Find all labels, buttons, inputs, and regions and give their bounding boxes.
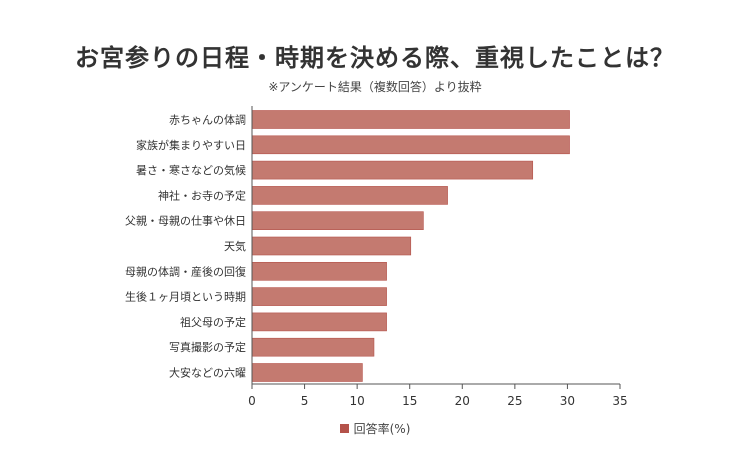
x-tick-label-2: 10 <box>350 394 365 408</box>
axes: 0 5 10 15 20 25 30 35 <box>248 106 628 408</box>
category-label-8: 祖父母の予定 <box>180 315 246 329</box>
x-tick-label-0: 0 <box>248 394 256 408</box>
legend-label: 回答率(%) <box>353 422 411 436</box>
category-label-10: 大安などの六曜 <box>169 366 246 380</box>
bar-6 <box>251 261 387 281</box>
category-label-6: 母親の体調・産後の回復 <box>125 264 246 278</box>
bar-9 <box>251 337 375 357</box>
x-tick-label-1: 5 <box>301 394 309 408</box>
category-label-4: 父親・母親の仕事や休日 <box>125 215 246 228</box>
bar-7 <box>251 287 387 306</box>
category-label-3: 神社・お寺の予定 <box>158 188 246 202</box>
bar-8 <box>251 312 387 332</box>
x-tick-label-5: 25 <box>507 394 522 408</box>
legend: 回答率(%) <box>0 420 750 437</box>
category-label-1: 家族が集まりやすい日 <box>136 138 246 152</box>
category-label-9: 写真撮影の予定 <box>169 340 246 354</box>
bars-group <box>251 110 570 382</box>
legend-swatch <box>339 424 349 433</box>
x-tick-label-3: 15 <box>402 394 417 408</box>
category-label-7: 生後１ヶ月頃という時期 <box>125 290 246 304</box>
bar-5 <box>251 236 412 256</box>
category-labels: 赤ちゃんの体調家族が集まりやすい日暑さ・寒さなどの気候神社・お寺の予定父親・母親… <box>125 113 246 380</box>
bar-3 <box>251 186 448 205</box>
chart-subtitle: ※アンケート結果（複数回答）より抜粋 <box>268 80 482 94</box>
bar-1 <box>251 135 570 155</box>
bar-10 <box>251 363 363 382</box>
x-tick-label-4: 20 <box>455 394 470 408</box>
bar-2 <box>251 160 534 180</box>
bar-0 <box>251 110 570 129</box>
category-label-5: 天気 <box>224 239 246 253</box>
category-label-0: 赤ちゃんの体調 <box>169 113 246 127</box>
category-label-2: 暑さ・寒さなどの気候 <box>136 163 246 177</box>
x-tick-label-7: 35 <box>612 394 627 408</box>
x-tick-label-6: 30 <box>560 394 575 408</box>
bar-4 <box>251 211 424 230</box>
chart-title: お宮参りの日程・時期を決める際、重視したことは？ <box>75 44 675 72</box>
